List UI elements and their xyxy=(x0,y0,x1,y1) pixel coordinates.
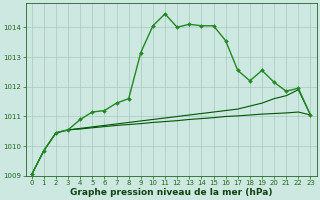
X-axis label: Graphe pression niveau de la mer (hPa): Graphe pression niveau de la mer (hPa) xyxy=(70,188,272,197)
